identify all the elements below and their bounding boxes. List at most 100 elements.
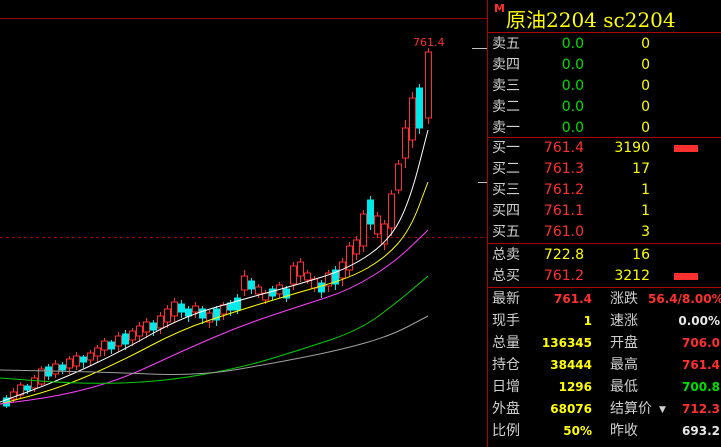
sell-order-row[interactable]: 卖二 0.0 0 — [488, 97, 721, 118]
stat-row: 总量 136345 开盘 706.0 — [488, 333, 721, 354]
buy-order-row[interactable]: 买五 761.0 3 — [488, 222, 721, 243]
total-price: 722.8 — [543, 247, 584, 263]
buy-order-volume: 17 — [632, 161, 650, 177]
sell-order-row[interactable]: 卖一 0.0 0 — [488, 118, 721, 139]
stat-label: 昨收 — [610, 423, 638, 439]
candle-body — [255, 286, 262, 295]
stat-value: 38444 — [550, 358, 592, 372]
stat-row: 外盘 68076 结算价 ▼ 712.3 — [488, 399, 721, 420]
sell-order-volume: 0 — [641, 57, 650, 73]
sell-order-row[interactable]: 卖五 0.0 0 — [488, 34, 721, 55]
instrument-title-bar: M 原油2204 sc2204 — [488, 0, 721, 33]
buy-order-price: 761.2 — [543, 182, 584, 198]
candle-body — [31, 377, 38, 389]
sell-order-price: 0.0 — [561, 99, 584, 115]
buy-order-price: 761.3 — [543, 161, 584, 177]
sell-order-label: 卖二 — [492, 99, 520, 115]
candle-body — [325, 272, 332, 287]
ma5-line — [0, 129, 429, 403]
candle-body — [395, 163, 402, 191]
buy-order-row[interactable]: 买一 761.4 3190 — [488, 138, 721, 159]
candle-body — [115, 335, 122, 347]
buy-order-row[interactable]: 买二 761.3 17 — [488, 159, 721, 180]
sell-order-volume: 0 — [641, 99, 650, 115]
stat-value: 50% — [563, 424, 592, 438]
sell-order-row[interactable]: 卖四 0.0 0 — [488, 55, 721, 76]
candle-body — [304, 272, 311, 281]
buy-order-label: 买二 — [492, 161, 520, 177]
candle-body — [136, 325, 143, 337]
total-row[interactable]: 总买 761.2 3212 — [488, 266, 721, 287]
quote-panel: M 原油2204 sc2204 卖五 0.0 0 卖四 0.0 0 卖三 0.0 0 卖二 0.0 0… — [487, 0, 721, 447]
stat-label: 最新 — [492, 291, 520, 307]
candle-body — [241, 275, 248, 291]
ma10-line — [0, 181, 429, 405]
buy-order-price: 761.4 — [543, 140, 584, 156]
candle-body — [24, 385, 31, 391]
candle-body — [185, 308, 192, 317]
candle-body — [220, 304, 227, 315]
total-label: 总卖 — [492, 247, 520, 263]
stat-label: 比例 — [492, 423, 520, 439]
buy-order-volume: 1 — [641, 203, 650, 219]
candle-body — [339, 261, 346, 279]
buy-order-label: 买三 — [492, 182, 520, 198]
stat-value: 68076 — [550, 402, 592, 416]
buy-order-row[interactable]: 买三 761.2 1 — [488, 180, 721, 201]
stat-value: 1 — [583, 314, 592, 328]
divider — [488, 243, 721, 244]
candle-body — [171, 301, 178, 317]
stat-value: 56.4/8.00% — [648, 292, 721, 306]
candle-body — [192, 305, 199, 313]
candle-body — [290, 265, 297, 285]
stat-row: 最新 761.4 涨跌 56.4/8.00% — [488, 289, 721, 310]
sell-order-label: 卖一 — [492, 120, 520, 136]
candle-body — [416, 87, 423, 129]
buy-order-price: 761.0 — [543, 224, 584, 240]
stat-label: 日增 — [492, 379, 520, 395]
sell-order-price: 0.0 — [561, 78, 584, 94]
candle-body — [66, 358, 73, 369]
candle-body — [87, 352, 94, 361]
kline-chart-svg[interactable]: 761.4 — [0, 0, 487, 447]
candle-body — [206, 312, 213, 323]
candle-body — [269, 288, 276, 297]
stat-value: 693.2 — [682, 424, 720, 438]
candle-body — [52, 363, 59, 375]
buy-order-row[interactable]: 买四 761.1 1 — [488, 201, 721, 222]
sell-order-label: 卖三 — [492, 78, 520, 94]
stat-row: 比例 50% 昨收 693.2 — [488, 421, 721, 442]
stat-value: 1296 — [558, 380, 592, 394]
stat-value: 712.3 — [682, 402, 720, 416]
stat-value: 136345 — [541, 336, 592, 350]
candle-body — [283, 288, 290, 299]
candle-body — [101, 340, 108, 351]
sell-order-row[interactable]: 卖三 0.0 0 — [488, 76, 721, 97]
candle-body — [178, 303, 185, 313]
candle-body — [353, 239, 360, 255]
candle-body — [108, 341, 115, 350]
sell-order-price: 0.0 — [561, 120, 584, 136]
sell-order-price: 0.0 — [561, 36, 584, 52]
instrument-title[interactable]: 原油2204 sc2204 — [506, 8, 676, 32]
candle-body — [346, 245, 353, 271]
stat-label: 速涨 — [610, 313, 638, 329]
stat-label: 涨跌 — [610, 291, 638, 307]
stat-value: 761.4 — [554, 292, 592, 306]
stat-label: 最低 — [610, 379, 638, 395]
buy-order-label: 买四 — [492, 203, 520, 219]
volume-bar — [674, 145, 698, 152]
stat-label: 开盘 — [610, 335, 638, 351]
total-row[interactable]: 总卖 722.8 16 — [488, 245, 721, 266]
kline-chart[interactable]: 761.4 — [0, 0, 487, 447]
candle-body — [234, 297, 241, 311]
candle-body — [122, 333, 129, 345]
buy-order-volume: 3 — [641, 224, 650, 240]
stat-value: 706.0 — [682, 336, 720, 350]
sell-order-label: 卖四 — [492, 57, 520, 73]
stat-value: 761.4 — [682, 358, 720, 372]
sell-order-volume: 0 — [641, 36, 650, 52]
sell-order-volume: 0 — [641, 120, 650, 136]
candle-body — [374, 215, 381, 235]
dropdown-arrow-icon[interactable]: ▼ — [659, 405, 666, 415]
